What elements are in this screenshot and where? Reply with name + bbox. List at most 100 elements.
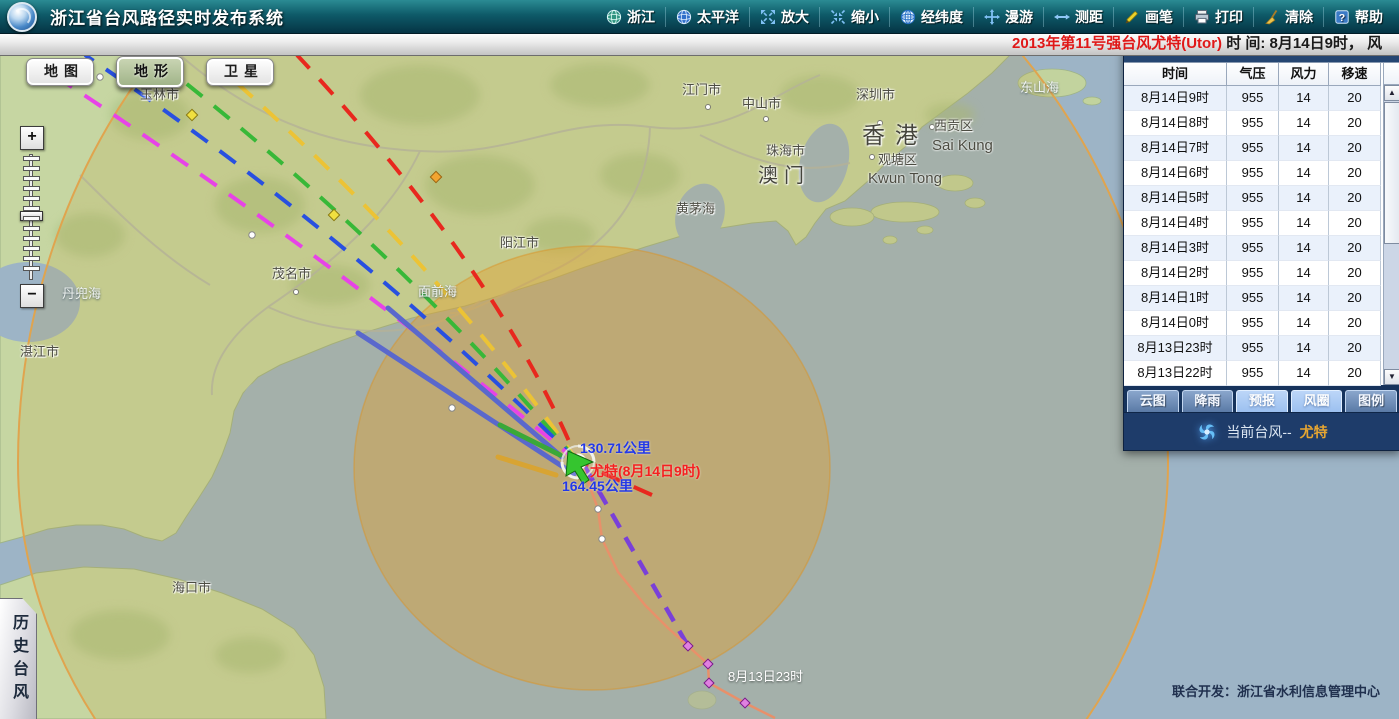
pen-button[interactable]: 画笔 [1113,6,1183,27]
map-label-city: 观塘区 [878,152,918,167]
table-cell: 8月13日23时 [1124,336,1227,361]
map-label-city-lg: 澳门 [758,165,810,187]
help-button[interactable]: ? 帮助 [1323,6,1393,27]
top-bar: 浙江省台风路径实时发布系统 浙江 太平洋 放大 缩小 经纬度 漫游 测距 画笔 打印 清除? 帮助 [0,0,1399,34]
map-label-city-xl: 香港 [862,122,928,148]
zoom-out-control-button[interactable]: − [20,284,44,308]
table-cell: 8月14日1时 [1124,286,1227,311]
zoom-slider[interactable] [20,154,43,280]
toolbar: 浙江 太平洋 放大 缩小 经纬度 漫游 测距 画笔 打印 清除 ? 帮助 [596,0,1399,33]
toolbar-button-label: 画笔 [1145,8,1173,25]
table-cell: 20 [1329,161,1381,186]
layer-terrain-button[interactable]: 地形 [116,56,184,88]
table-cell: 20 [1329,261,1381,286]
layer-satellite-button[interactable]: 卫星 [206,58,274,86]
typhoon-center-symbol [560,444,596,485]
zoom-out-button[interactable]: 缩小 [819,6,889,27]
zoom-slider-tick [23,266,40,271]
bold-track-slate-2 [355,330,577,477]
toolbar-button-label: 缩小 [851,8,879,25]
pan-button[interactable]: 漫游 [973,6,1043,27]
table-cell: 20 [1329,136,1381,161]
pacific-button[interactable]: 太平洋 [665,6,749,27]
credit-text: 联合开发：浙江省水利信息管理中心 [1172,684,1381,699]
tab-rain[interactable]: 降雨 [1181,390,1234,412]
layer-map-button[interactable]: 地图 [26,58,94,86]
table-cell: 14 [1279,361,1329,386]
measure-icon [1054,9,1070,25]
zoom-slider-tick [23,206,40,211]
table-cell: 20 [1329,86,1381,111]
track-point-markers [96,73,751,709]
toolbar-button-label: 浙江 [627,8,655,25]
table-cell: 14 [1279,136,1329,161]
scrollbar-thumb[interactable] [1384,102,1399,244]
map-canvas[interactable]: 玉林市 丹兜海 湛江市 茂名市 面前海 阳江市 海口市 江门市 中山市 珠海市 澳门 黄茅海 深圳市 香港… [0,55,1399,719]
scroll-up-icon[interactable]: ▲ [1384,85,1399,101]
zoom-in-control-button[interactable]: + [20,126,44,150]
toolbar-button-label: 漫游 [1005,8,1033,25]
zoom-slider-tick [23,196,40,201]
table-header-cell: 气压 [1227,63,1279,86]
tab-legend[interactable]: 图例 [1345,390,1397,412]
map-label-city: 玉林市 [140,87,180,102]
toolbar-button-label: 清除 [1285,8,1313,25]
past-track-dashed [583,465,690,648]
table-cell: 8月14日9时 [1124,86,1227,111]
zoom-in-button[interactable]: 放大 [749,6,819,27]
table-cell: 14 [1279,161,1329,186]
pan-icon [984,8,1000,25]
zhejiang-button[interactable]: 浙江 [596,7,665,27]
current-typhoon-prefix: 当前台风-- [1226,423,1292,440]
pen-icon [1124,9,1140,25]
map-label-city: 湛江市 [20,344,60,359]
table-scrollbar[interactable]: ▲ ▼ [1383,85,1399,385]
table-cell: 20 [1329,211,1381,236]
table-cell: 955 [1227,161,1279,186]
table-cell: 955 [1227,361,1279,386]
zoom-slider-tick [23,156,40,161]
marquee-time-text: 时 间: 8月14日9时， 风 [1222,35,1383,52]
tab-windcircle[interactable]: 风圈 [1290,390,1343,412]
tab-forecast[interactable]: 预报 [1236,390,1288,412]
measure-button[interactable]: 测距 [1043,6,1113,27]
clear-button[interactable]: 清除 [1253,6,1323,27]
forecast-track-red [295,55,653,497]
map-label-latin: Kwun Tong [868,170,942,187]
history-typhoon-tab[interactable]: 历史台风 [0,598,37,719]
toolbar-button-label: 放大 [781,8,809,25]
map-label-sea: 东山海 [1020,80,1060,95]
typhoon-data-table: 时间 气压 风力 移速 8月14日9时 955 14 20 8月14日8时 955 14 20 8月14… [1124,62,1399,386]
table-cell: 20 [1329,361,1381,386]
app-logo-icon [7,1,37,32]
table-cell: 8月14日4时 [1124,211,1227,236]
table-cell: 14 [1279,286,1329,311]
globe-green-icon [606,9,622,25]
toolbar-button-label: 打印 [1215,8,1243,25]
zoom-slider-tick [23,226,40,231]
map-label-city: 海口市 [172,580,212,595]
panel-tab-bar: 云图 降雨 预报 风圈 图例 [1124,385,1399,412]
table-cell: 8月13日22时 [1124,361,1227,386]
bold-track-green [497,422,563,458]
table-cell: 955 [1227,311,1279,336]
current-typhoon-name[interactable]: 尤特 [1299,423,1328,440]
map-label-city: 黄茅海 [676,201,716,216]
table-cell: 8月14日6时 [1124,161,1227,186]
clear-icon [1264,9,1280,25]
table-cell: 14 [1279,311,1329,336]
table-cell: 955 [1227,111,1279,136]
map-label-city: 江门市 [682,82,722,97]
table-cell: 8月14日0时 [1124,311,1227,336]
map-label-dist: 130.71公里 [580,440,651,456]
latlon-button[interactable]: 经纬度 [889,6,973,27]
tab-cloud[interactable]: 云图 [1127,390,1179,412]
toolbar-button-label: 太平洋 [697,8,739,25]
print-button[interactable]: 打印 [1183,6,1253,27]
scroll-down-icon[interactable]: ▼ [1384,369,1399,385]
map-label-sea: 面前海 [418,284,458,299]
cursor-arrow-icon [565,450,595,485]
map-label-city: 珠海市 [766,143,806,158]
history-typhoon-label: 历史台风 [10,614,27,706]
bold-track-orange [495,454,559,478]
